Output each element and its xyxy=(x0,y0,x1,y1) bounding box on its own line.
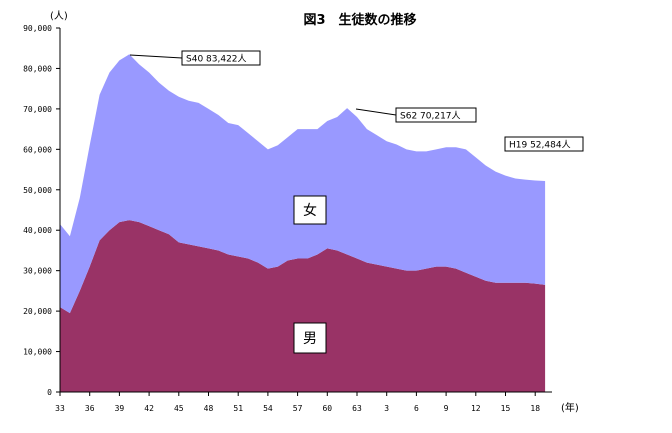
y-tick-label: 50,000 xyxy=(23,186,52,195)
y-tick-label: 30,000 xyxy=(23,267,52,276)
y-tick-label: 90,000 xyxy=(23,24,52,33)
x-tick-label: 3 xyxy=(384,404,389,413)
chart-title: 図3 生徒数の推移 xyxy=(303,12,416,28)
x-tick-label: 42 xyxy=(144,404,154,413)
annotation-s62-text: S62 70,217人 xyxy=(400,111,461,122)
y-tick-label: 60,000 xyxy=(23,145,52,154)
y-tick-label: 0 xyxy=(47,388,52,397)
x-tick-label: 18 xyxy=(530,404,540,413)
x-tick-label: 57 xyxy=(293,404,303,413)
annotation-h19: H19 52,484人 xyxy=(504,136,584,152)
area-label-male-text: 男 xyxy=(303,331,317,347)
annotation-s40-text: S40 83,422人 xyxy=(186,54,247,65)
x-tick-label: 60 xyxy=(322,404,332,413)
x-tick-label: 33 xyxy=(55,404,65,413)
x-tick-label: 63 xyxy=(352,404,362,413)
x-tick-label: 6 xyxy=(414,404,419,413)
area-series-group xyxy=(60,54,546,392)
area-label-female-text: 女 xyxy=(303,202,317,219)
y-axis-ticks: 0 10,000 20,000 30,000 40,000 50,000 60,000 70,… xyxy=(23,24,60,397)
area-series-male xyxy=(60,220,546,392)
x-tick-label: 39 xyxy=(115,404,125,413)
annotation-s40: S40 83,422人 xyxy=(129,50,261,66)
y-tick-label: 80,000 xyxy=(23,64,52,73)
x-tick-label: 48 xyxy=(204,404,214,413)
x-tick-label: 51 xyxy=(233,404,243,413)
y-axis-unit: (人) xyxy=(50,10,68,22)
area-label-female: 女 xyxy=(293,195,327,225)
x-tick-label: 36 xyxy=(85,404,95,413)
x-axis-ticks: 33 36 39 42 45 48 51 54 57 60 63 3 6 9 12 15 18 xyxy=(55,392,540,413)
x-tick-label: 45 xyxy=(174,404,184,413)
x-tick-label: 12 xyxy=(471,404,481,413)
annotation-s62: S62 70,217人 xyxy=(355,107,477,123)
y-tick-label: 40,000 xyxy=(23,226,52,235)
y-tick-label: 10,000 xyxy=(23,348,52,357)
area-label-male: 男 xyxy=(293,322,327,354)
area-series-female xyxy=(60,54,546,314)
y-tick-label: 20,000 xyxy=(23,307,52,316)
y-tick-label: 70,000 xyxy=(23,105,52,114)
annotation-h19-text: H19 52,484人 xyxy=(509,140,571,151)
x-tick-label: 15 xyxy=(501,404,511,413)
x-tick-label: 9 xyxy=(444,404,449,413)
x-axis-unit: (年) xyxy=(561,401,579,414)
x-tick-label: 54 xyxy=(263,404,273,413)
